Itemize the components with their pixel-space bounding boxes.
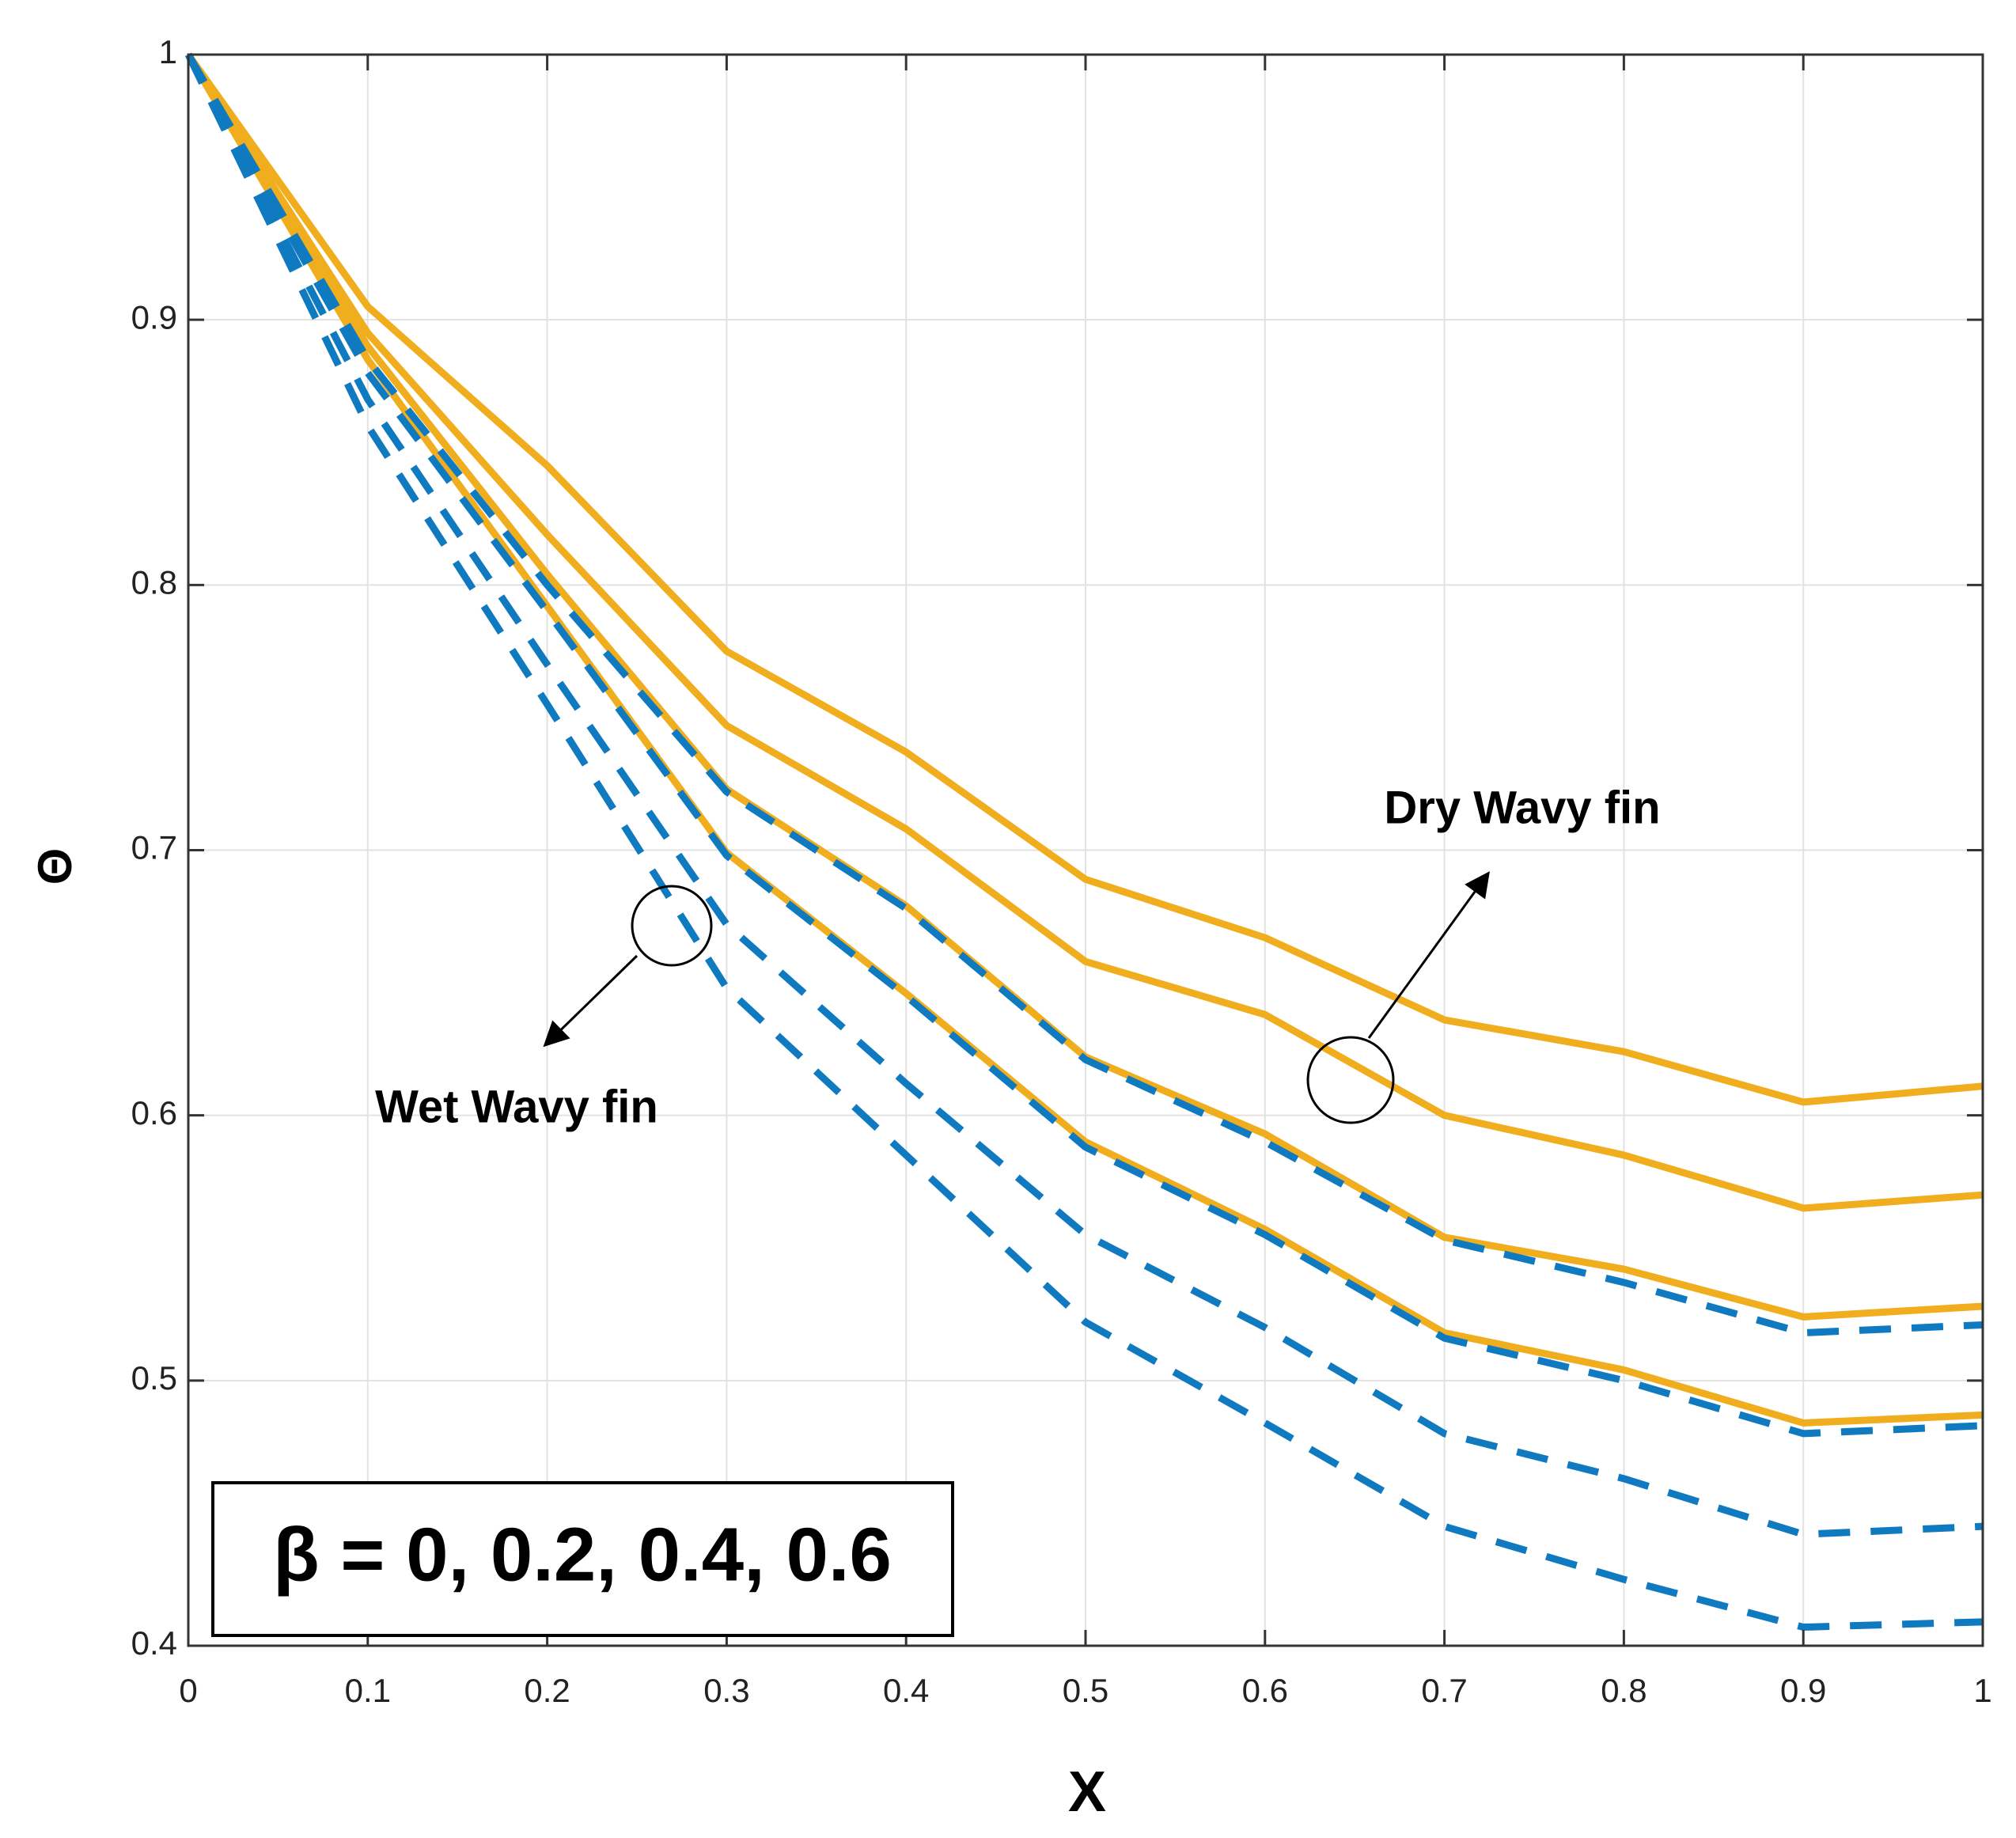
annotation: Wet Wavy fin [375, 1081, 658, 1132]
x-tick-label: 0.4 [883, 1672, 929, 1709]
series-line [185, 52, 1984, 1106]
x-tick-label: 0.8 [1601, 1672, 1647, 1709]
x-tick-label: 0.5 [1063, 1672, 1108, 1709]
y-tick-label: 0.6 [131, 1094, 177, 1131]
series-line [185, 52, 1984, 1538]
x-axis-label: X [1068, 1760, 1106, 1824]
series-line [185, 52, 1984, 1336]
annotation: β = 0, 0.2, 0.4, 0.6 [273, 1512, 892, 1597]
y-tick-label: 0.5 [131, 1359, 177, 1397]
lines [184, 52, 1984, 1631]
series-line [185, 52, 1984, 1427]
series-line [185, 52, 1984, 1212]
annotation-arrow [543, 954, 639, 1048]
x-tick-label: 1 [1973, 1672, 1991, 1709]
y-tick-label: 0.7 [131, 829, 177, 866]
y-tick-label: 0.4 [131, 1624, 177, 1662]
annotation-box [211, 1481, 954, 1637]
annotation: Dry Wavy fin [1384, 782, 1660, 833]
y-tick-label: 1 [159, 33, 177, 70]
x-tick-label: 0 [179, 1672, 197, 1709]
annotation-arrow [1367, 871, 1490, 1039]
y-tick-label: 0.9 [131, 298, 177, 335]
series-line [184, 53, 1984, 1631]
annotation-circle [631, 885, 713, 967]
x-tick-label: 0.6 [1242, 1672, 1288, 1709]
annotation-circle [1306, 1036, 1395, 1124]
series-line [185, 52, 1984, 1438]
y-tick-label: 0.8 [131, 563, 177, 601]
x-tick-label: 0.9 [1780, 1672, 1826, 1709]
x-tick-label: 0.2 [524, 1672, 570, 1709]
x-tick-label: 0.3 [703, 1672, 749, 1709]
x-tick-label: 0.7 [1421, 1672, 1467, 1709]
x-tick-label: 0.1 [345, 1672, 391, 1709]
ticks: 0 0.1 0.2 0.3 0.4 0.5 0.6 0.7 0.8 0.9 1 0.4 0.5 0.6 0.… [131, 33, 1992, 1709]
y-axis-label: Θ [28, 848, 81, 885]
